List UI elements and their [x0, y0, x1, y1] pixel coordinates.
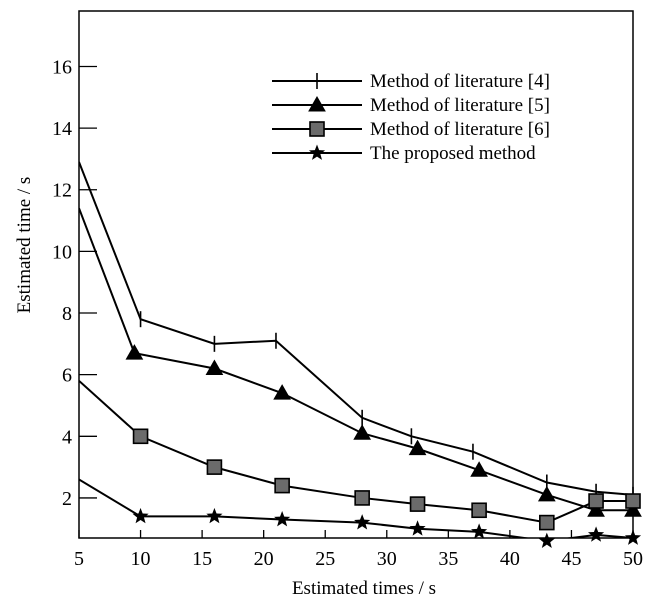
y-tick-label: 10	[52, 241, 72, 263]
plot-frame	[78, 10, 634, 539]
data-point	[587, 501, 605, 517]
y-tick-label: 16	[52, 56, 72, 78]
data-point	[274, 511, 291, 527]
legend-marker	[308, 95, 326, 112]
series-line	[79, 478, 633, 538]
data-point	[625, 493, 641, 509]
y-axis: 2 4 6 8 10 12 14 16	[52, 56, 97, 510]
y-tick-label: 12	[52, 180, 72, 202]
data-point	[537, 485, 556, 502]
y-tick-label: 2	[62, 488, 72, 510]
data-point	[132, 507, 149, 524]
legend-label: Method of literature [4]	[370, 71, 550, 92]
data-point	[206, 459, 223, 475]
data-point	[273, 384, 291, 400]
data-point	[471, 502, 487, 519]
series-line	[79, 161, 633, 496]
legend-entry-4: The proposed method	[272, 143, 536, 164]
x-tick-label: 25	[315, 548, 335, 570]
x-tick-label: 45	[561, 548, 581, 570]
y-tick-label: 6	[62, 365, 72, 387]
x-tick-label: 50	[623, 548, 643, 570]
data-point	[132, 428, 149, 445]
series-2	[79, 207, 642, 517]
series-1	[79, 161, 634, 503]
data-point	[588, 493, 604, 509]
data-point	[539, 514, 555, 531]
legend-label: Method of literature [5]	[370, 95, 550, 116]
data-point	[125, 344, 144, 360]
data-point	[538, 532, 555, 548]
data-point	[205, 359, 224, 375]
series-layer	[79, 161, 642, 548]
data-point	[206, 507, 223, 524]
data-point	[354, 514, 371, 530]
x-tick-label: 30	[377, 548, 397, 570]
legend-entry-3: Method of literature [6]	[272, 119, 550, 140]
data-point	[624, 529, 642, 545]
x-tick-label: 10	[131, 548, 151, 570]
legend-marker	[309, 121, 325, 137]
series-line	[79, 380, 633, 524]
x-axis: 5 10 15 20 25 30 35 40 45 50	[74, 530, 643, 570]
x-tick-label: 35	[438, 548, 458, 570]
series-3	[79, 380, 641, 531]
x-axis-title: Estimated times / s	[292, 578, 436, 599]
x-tick-label: 20	[254, 548, 274, 570]
legend: Method of literature [4] Method of litera…	[272, 71, 550, 164]
y-tick-label: 8	[62, 303, 72, 325]
legend-marker	[308, 144, 326, 160]
data-point	[587, 526, 605, 542]
legend-entry-2: Method of literature [5]	[272, 95, 550, 116]
series-4	[79, 478, 642, 548]
series-line	[79, 207, 633, 512]
x-tick-label: 15	[192, 548, 212, 570]
y-tick-label: 14	[52, 118, 72, 140]
data-point	[408, 439, 427, 456]
data-point	[409, 520, 426, 536]
x-tick-label: 5	[74, 548, 84, 570]
legend-label: The proposed method	[370, 143, 536, 164]
y-axis-title: Estimated time / s	[14, 177, 35, 314]
data-point	[353, 424, 372, 440]
data-point	[409, 496, 426, 512]
data-point	[274, 477, 290, 494]
y-tick-label: 4	[62, 426, 72, 448]
x-tick-label: 40	[500, 548, 520, 570]
legend-entry-1: Method of literature [4]	[272, 71, 550, 92]
plot-border	[78, 10, 634, 539]
data-point	[354, 490, 370, 506]
data-point	[470, 461, 488, 477]
data-point	[624, 501, 642, 517]
legend-label: Method of literature [6]	[370, 119, 550, 140]
data-point	[471, 523, 488, 539]
